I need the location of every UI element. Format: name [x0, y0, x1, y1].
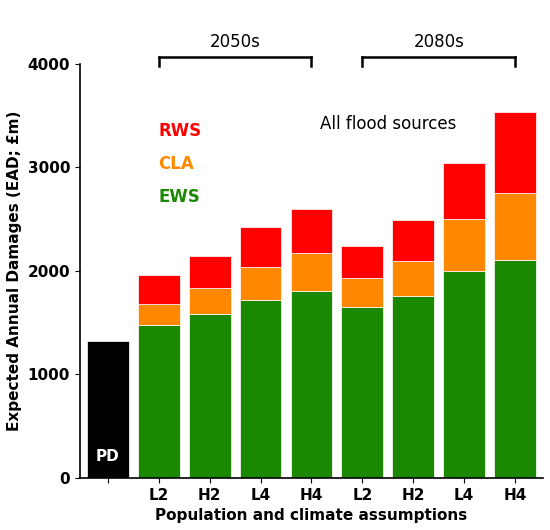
Bar	[342, 307, 383, 478]
Bar	[189, 256, 230, 288]
Bar	[138, 324, 180, 478]
Bar	[494, 260, 536, 478]
Bar	[342, 278, 383, 307]
Bar	[240, 267, 282, 299]
Bar	[189, 288, 230, 314]
Bar	[443, 163, 485, 219]
Text: All flood sources: All flood sources	[320, 116, 456, 134]
Text: 2050s: 2050s	[210, 33, 261, 51]
Text: RWS: RWS	[158, 121, 202, 139]
Bar	[189, 314, 230, 478]
Bar	[290, 209, 332, 253]
Bar	[138, 275, 180, 304]
Text: PD: PD	[96, 449, 120, 464]
Bar	[494, 112, 536, 193]
Bar	[342, 246, 383, 278]
Text: 2080s: 2080s	[413, 33, 464, 51]
Bar	[240, 299, 282, 478]
X-axis label: Population and climate assumptions: Population and climate assumptions	[155, 508, 468, 523]
Bar	[290, 253, 332, 292]
Bar	[290, 292, 332, 478]
Bar	[494, 193, 536, 260]
Bar	[240, 227, 282, 267]
Bar	[138, 304, 180, 324]
Y-axis label: Expected Annual Damages (EAD; £m): Expected Annual Damages (EAD; £m)	[7, 110, 22, 431]
Text: CLA: CLA	[158, 155, 194, 173]
Bar	[443, 219, 485, 271]
Bar	[443, 271, 485, 478]
Bar	[392, 296, 434, 478]
Bar	[87, 341, 129, 478]
Text: EWS: EWS	[158, 188, 200, 206]
Bar	[392, 220, 434, 261]
Bar	[392, 261, 434, 296]
